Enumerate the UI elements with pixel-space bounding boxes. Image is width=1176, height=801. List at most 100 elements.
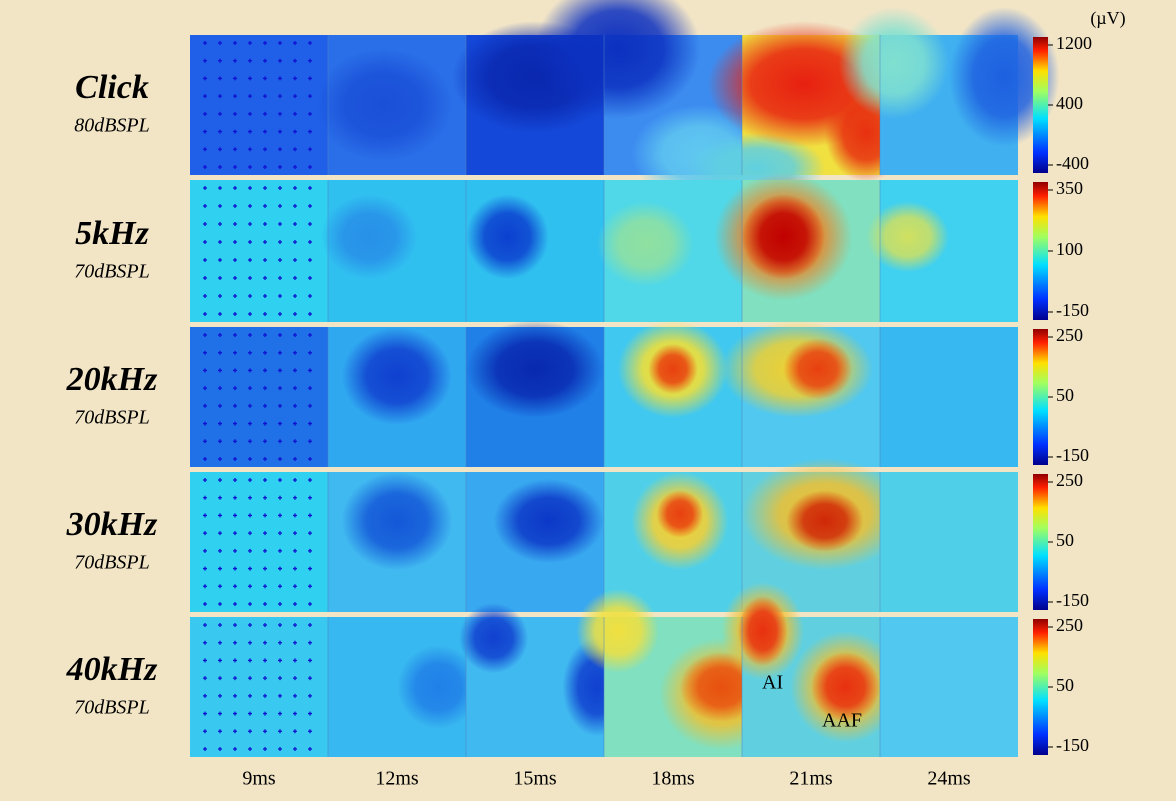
electrode-mark: [233, 186, 237, 190]
heatmap-panel: [603, 320, 742, 467]
activity-blob: [341, 327, 453, 425]
activity-blob: [742, 194, 825, 280]
electrode-mark: [203, 531, 207, 536]
electrode-mark: [203, 276, 207, 280]
electrode-mark: [278, 623, 282, 627]
electrode-mark: [218, 333, 222, 337]
electrode-mark: [308, 258, 312, 262]
electrode-mark: [263, 58, 267, 63]
electrode-mark: [293, 186, 297, 190]
electrode-mark: [293, 333, 297, 337]
electrode-mark: [293, 258, 297, 262]
electrode-mark: [278, 711, 282, 716]
electrode-mark: [218, 421, 222, 426]
electrode-mark: [278, 658, 282, 663]
electrode-mark: [293, 676, 297, 681]
electrode-mark: [263, 513, 267, 518]
electrode-mark: [218, 111, 222, 116]
electrode-mark: [263, 693, 267, 698]
activity-blob: [737, 596, 788, 666]
electrode-mark: [263, 439, 267, 444]
activity-blob: [314, 49, 453, 161]
electrode-mark: [263, 403, 267, 408]
electrode-mark: [248, 693, 252, 698]
electrode-mark: [248, 165, 252, 169]
electrode-mark: [308, 711, 312, 716]
electrode-mark: [248, 76, 252, 81]
electrode-mark: [278, 439, 282, 444]
electrode-mark: [308, 566, 312, 571]
electrode-mark: [263, 222, 267, 226]
heatmap-panel: [741, 458, 908, 612]
electrode-mark: [308, 147, 312, 152]
electrode-mark: [218, 439, 222, 444]
electrode-mark: [263, 165, 267, 169]
electrode-mark: [263, 386, 267, 391]
electrode-mark: [203, 204, 207, 208]
electrode-mark: [263, 368, 267, 373]
electrode-mark: [263, 478, 267, 482]
electrode-mark: [233, 368, 237, 373]
electrode-mark: [233, 204, 237, 208]
electrode-mark: [278, 240, 282, 244]
panel-background: [190, 617, 328, 757]
electrode-mark: [248, 711, 252, 716]
electrode-mark: [308, 368, 312, 373]
electrode-mark: [293, 222, 297, 226]
colorbar-label: -150: [1056, 300, 1089, 320]
time-label: 12ms: [375, 768, 419, 790]
colorbar: [1033, 329, 1048, 465]
electrode-mark: [308, 186, 312, 190]
electrode-mark: [248, 566, 252, 571]
electrode-mark: [203, 258, 207, 262]
heatmap-panel: [327, 327, 466, 467]
electrode-mark: [233, 386, 237, 391]
electrode-mark: [263, 186, 267, 190]
electrode-mark: [233, 640, 237, 645]
heatmap-panel: [721, 320, 880, 467]
colorbar-label: 50: [1056, 675, 1074, 695]
electrode-mark: [218, 457, 222, 461]
electrode-mark: [278, 186, 282, 190]
heatmap-panel: [321, 180, 466, 322]
stimulus-label: 40kHz: [66, 651, 158, 688]
electrode-mark: [308, 222, 312, 226]
electrode-mark: [248, 747, 252, 751]
electrode-mark: [203, 41, 207, 45]
electrode-mark: [308, 457, 312, 461]
heatmap-panel: [190, 327, 328, 467]
electrode-mark: [218, 584, 222, 589]
electrode-mark: [248, 333, 252, 337]
level-label: 70dBSPL: [74, 407, 150, 429]
electrode-mark: [293, 147, 297, 152]
electrode-mark: [233, 76, 237, 81]
electrode-mark: [308, 350, 312, 355]
electrode-mark: [203, 439, 207, 444]
electrode-mark: [233, 602, 237, 606]
electrode-mark: [308, 94, 312, 99]
activity-blob: [576, 589, 660, 673]
electrode-mark: [218, 165, 222, 169]
electrode-mark: [293, 403, 297, 408]
panel-background: [880, 327, 1018, 467]
activity-blob: [466, 194, 549, 280]
stimulus-label: Click: [75, 69, 149, 106]
electrode-mark: [263, 276, 267, 280]
electrode-mark: [308, 276, 312, 280]
electrode-mark: [248, 147, 252, 152]
electrode-mark: [278, 566, 282, 571]
electrode-mark: [248, 421, 252, 426]
electrode-mark: [233, 421, 237, 426]
electrode-mark: [233, 58, 237, 63]
electrode-mark: [293, 41, 297, 45]
electrode-mark: [233, 240, 237, 244]
electrode-mark: [218, 350, 222, 355]
electrode-mark: [263, 495, 267, 500]
electrode-mark: [248, 457, 252, 461]
electrode-mark: [233, 276, 237, 280]
activity-blob: [459, 603, 529, 673]
electrode-mark: [233, 222, 237, 226]
electrode-mark: [203, 94, 207, 99]
heatmap-panel: [190, 472, 328, 612]
level-label: 70dBSPL: [74, 261, 150, 283]
